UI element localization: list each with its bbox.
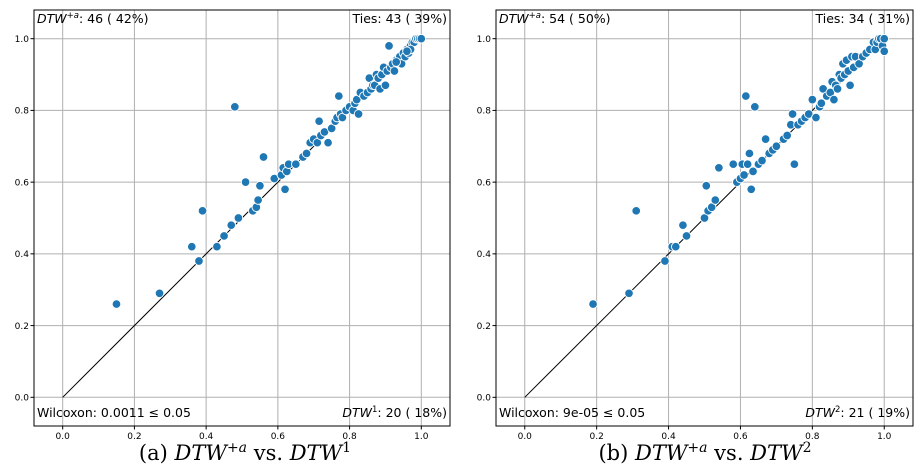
y-tick-label: 0.2 bbox=[477, 322, 491, 332]
data-point bbox=[402, 46, 412, 56]
data-point bbox=[212, 241, 222, 252]
x-tick-label: 0.8 bbox=[805, 432, 820, 442]
annotation-bottom-left: Wilcoxon: 0.0011 ≤ 0.05 bbox=[37, 405, 191, 420]
data-point bbox=[280, 184, 290, 195]
data-point bbox=[714, 163, 724, 173]
data-point bbox=[230, 102, 240, 112]
annotation-top-right: Ties: 43 ( 39%) bbox=[351, 11, 447, 26]
scatter-panel-b: 0.0 0.2 0.4 0.6 0.8 1.0 0.0 0.2 0.4 0.6 0.8 1.0 DTW+… bbox=[477, 9, 914, 465]
y-tick-label: 1.0 bbox=[477, 35, 492, 45]
data-point bbox=[744, 148, 755, 159]
data-point bbox=[380, 80, 391, 91]
data-point bbox=[660, 256, 670, 266]
plot-frame bbox=[495, 9, 914, 427]
data-point bbox=[391, 57, 401, 67]
annotation-top-left: DTW+a: 46 ( 42%) bbox=[37, 11, 149, 26]
y-tick-label: 0.8 bbox=[477, 107, 492, 117]
data-point bbox=[240, 177, 251, 187]
data-point bbox=[301, 148, 312, 159]
data-point bbox=[879, 46, 889, 56]
x-tick-label: 0.2 bbox=[127, 432, 141, 442]
y-tick-label: 1.0 bbox=[15, 35, 30, 45]
panel-caption: (a) DTW+a vs. DTW1 bbox=[139, 440, 351, 465]
data-point bbox=[154, 288, 165, 299]
data-point bbox=[701, 180, 712, 191]
x-tick-label: 1.0 bbox=[877, 432, 892, 442]
x-tick-label: 0.0 bbox=[518, 432, 533, 442]
y-tick-label: 0.8 bbox=[15, 107, 30, 117]
data-point bbox=[728, 159, 739, 169]
data-point bbox=[807, 94, 818, 105]
data-point bbox=[678, 220, 688, 230]
annotation-bottom-right: DTW1: 20 ( 18%) bbox=[342, 405, 447, 420]
data-point bbox=[787, 109, 798, 119]
data-point bbox=[187, 241, 197, 252]
data-point bbox=[631, 206, 641, 216]
x-tick-label: 0.4 bbox=[199, 432, 214, 442]
data-point bbox=[624, 288, 634, 299]
data-point bbox=[845, 80, 855, 91]
data-point bbox=[255, 180, 265, 191]
x-tick-label: 0.4 bbox=[661, 432, 676, 442]
y-tick-label: 0.0 bbox=[477, 394, 492, 404]
y-tick-label: 0.0 bbox=[15, 394, 30, 404]
data-point bbox=[739, 170, 749, 180]
data-point bbox=[757, 155, 767, 166]
data-point bbox=[681, 231, 692, 241]
annotation-top-right: Ties: 34 ( 31%) bbox=[814, 11, 910, 26]
data-point bbox=[789, 159, 800, 169]
panel-caption: (b) DTW+a vs. DTW2 bbox=[598, 440, 811, 465]
data-point bbox=[832, 84, 843, 94]
data-point bbox=[829, 94, 839, 105]
data-point bbox=[760, 134, 771, 144]
x-tick-label: 0.6 bbox=[733, 432, 748, 442]
annotation-top-left: DTW+a: 54 ( 50%) bbox=[499, 11, 611, 26]
data-point bbox=[750, 102, 760, 112]
data-point bbox=[353, 109, 364, 119]
data-point bbox=[226, 220, 236, 230]
scatter-panel-a: 0.0 0.2 0.4 0.6 0.8 1.0 0.0 0.2 0.4 0.6 0.8 1.0 DTW+… bbox=[15, 9, 451, 465]
data-point bbox=[816, 98, 827, 108]
data-point bbox=[334, 91, 344, 101]
data-point bbox=[111, 299, 122, 309]
data-point bbox=[258, 152, 269, 162]
data-point bbox=[771, 141, 782, 152]
x-tick-label: 0.6 bbox=[271, 432, 286, 442]
x-tick-label: 1.0 bbox=[414, 432, 429, 442]
data-point bbox=[782, 130, 792, 141]
data-point bbox=[253, 195, 263, 205]
y-tick-label: 0.6 bbox=[15, 178, 30, 188]
data-point bbox=[746, 184, 756, 195]
x-tick-label: 0.8 bbox=[342, 432, 357, 442]
data-point bbox=[588, 299, 598, 309]
data-point bbox=[416, 33, 427, 44]
y-tick-label: 0.2 bbox=[15, 322, 29, 332]
data-point bbox=[710, 195, 721, 205]
data-point bbox=[748, 166, 758, 177]
x-tick-label: 0.0 bbox=[56, 432, 71, 442]
data-point bbox=[194, 256, 204, 266]
data-point bbox=[811, 112, 821, 123]
data-point bbox=[291, 159, 301, 169]
data-point bbox=[233, 213, 244, 223]
x-tick-label: 0.2 bbox=[589, 432, 603, 442]
plot-frame bbox=[33, 9, 451, 427]
data-point bbox=[879, 33, 889, 44]
y-tick-label: 0.6 bbox=[477, 178, 492, 188]
data-point bbox=[323, 137, 333, 148]
data-point bbox=[741, 91, 751, 101]
y-tick-label: 0.4 bbox=[477, 250, 492, 260]
data-point bbox=[384, 41, 394, 51]
data-point bbox=[219, 231, 229, 241]
data-point bbox=[197, 206, 208, 216]
annotation-bottom-left: Wilcoxon: 9e-05 ≤ 0.05 bbox=[499, 405, 645, 420]
y-tick-label: 0.4 bbox=[15, 250, 30, 260]
data-point bbox=[389, 66, 400, 76]
data-point bbox=[742, 159, 753, 169]
data-point bbox=[314, 116, 324, 126]
data-point bbox=[670, 241, 681, 252]
annotation-bottom-right: DTW2: 21 ( 19%) bbox=[805, 405, 910, 420]
